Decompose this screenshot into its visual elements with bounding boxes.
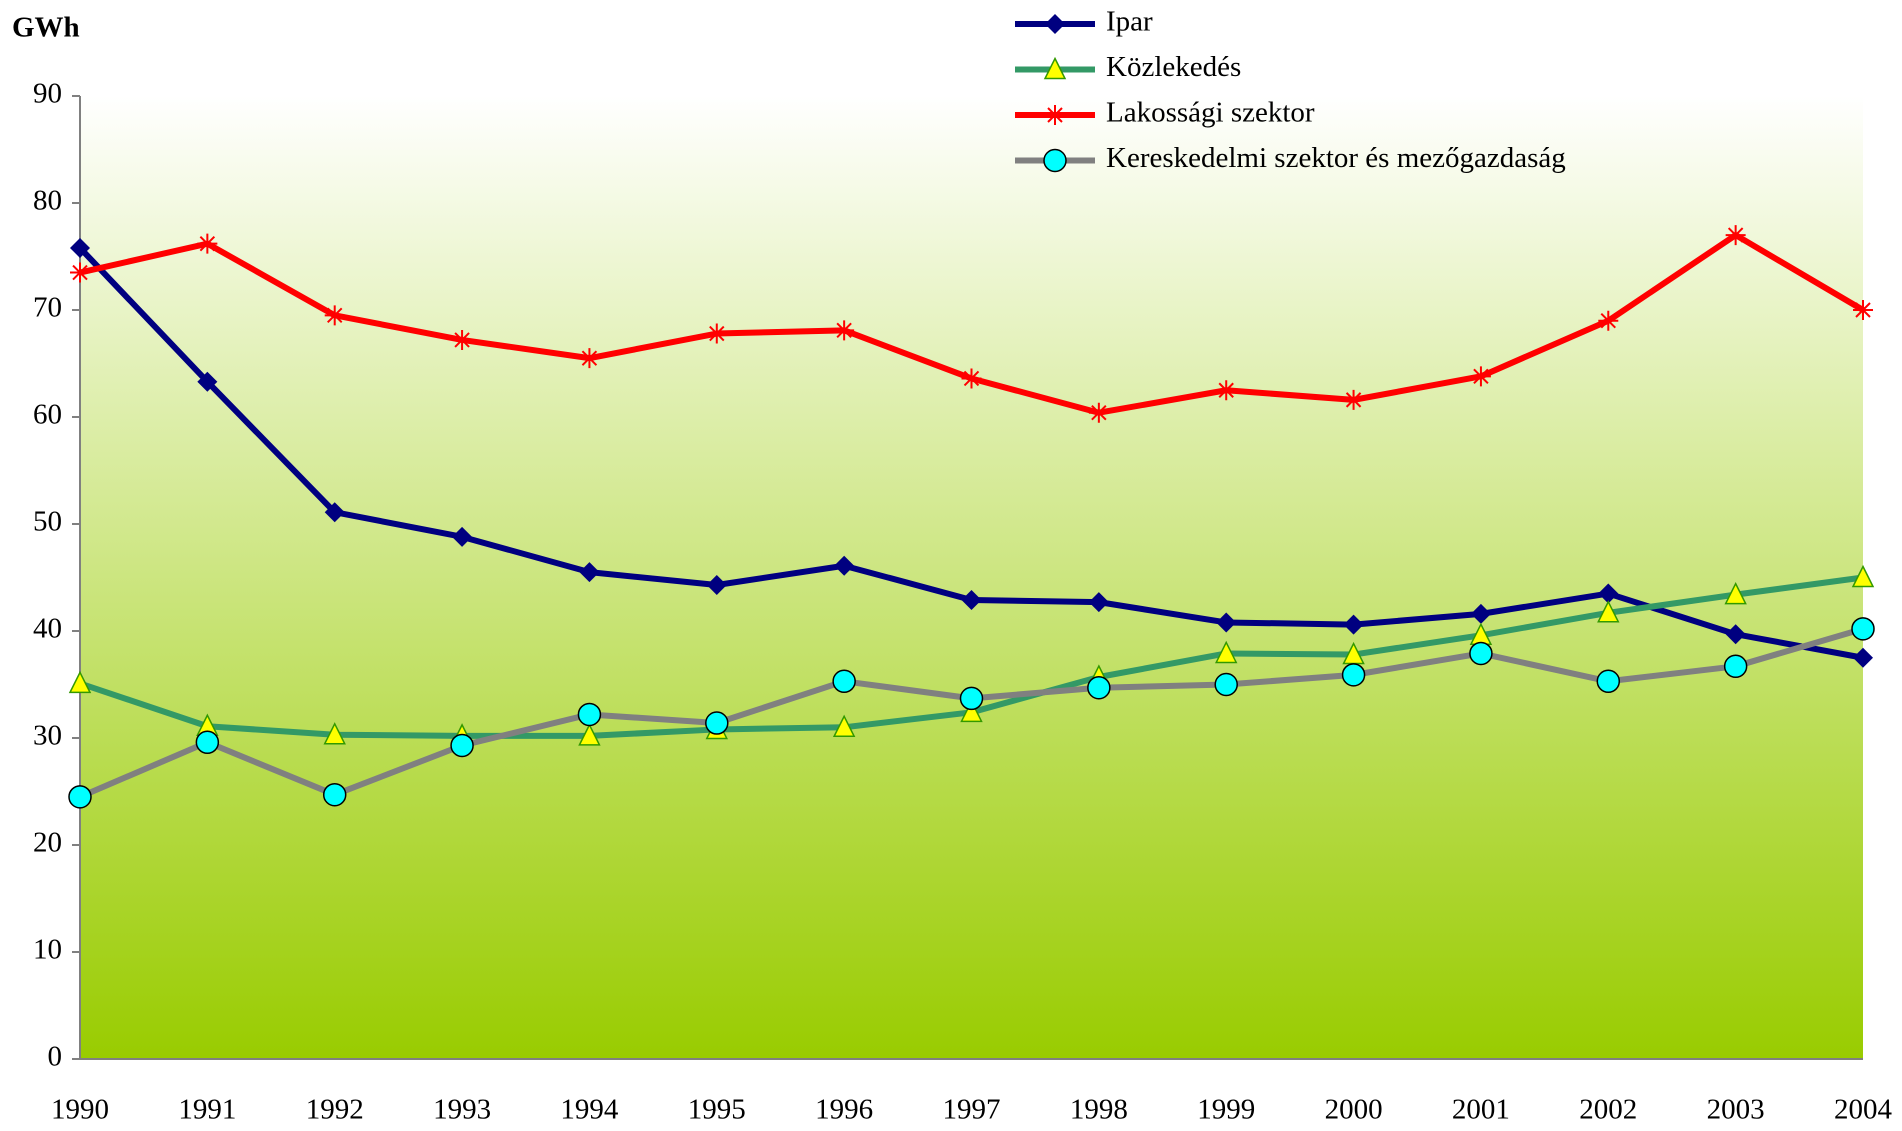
legend-item: Ipar: [1015, 6, 1153, 38]
plot-background: [80, 96, 1863, 1059]
y-tick-label: 90: [33, 78, 62, 110]
marker: [197, 234, 217, 254]
marker: [833, 670, 855, 692]
y-axis-label: GWh: [12, 12, 80, 44]
marker: [1045, 14, 1065, 34]
x-tick-label: 1991: [178, 1094, 236, 1126]
marker: [1088, 677, 1110, 699]
x-tick-label: 1994: [560, 1094, 619, 1126]
marker: [196, 731, 218, 753]
marker: [1853, 300, 1873, 320]
marker: [324, 784, 346, 806]
legend-item: Közlekedés: [1015, 51, 1241, 83]
y-tick-label: 70: [33, 292, 62, 324]
x-tick-label: 1990: [51, 1094, 109, 1126]
marker: [706, 712, 728, 734]
marker: [1726, 225, 1746, 245]
x-tick-label: 1992: [306, 1094, 364, 1126]
y-tick-label: 80: [33, 185, 62, 217]
marker: [1470, 642, 1492, 664]
y-tick-label: 30: [33, 720, 62, 752]
marker: [325, 305, 345, 325]
marker: [1215, 674, 1237, 696]
marker: [452, 330, 472, 350]
y-tick-label: 20: [33, 827, 62, 859]
marker: [1725, 655, 1747, 677]
marker: [578, 703, 600, 725]
x-tick-label: 2004: [1834, 1094, 1893, 1126]
x-tick-label: 2002: [1579, 1094, 1637, 1126]
marker: [1344, 390, 1364, 410]
marker: [579, 348, 599, 368]
x-tick-label: 2000: [1325, 1094, 1383, 1126]
marker: [834, 320, 854, 340]
marker: [1852, 618, 1874, 640]
y-tick-label: 0: [48, 1041, 63, 1073]
legend-label: Lakossági szektor: [1106, 97, 1315, 129]
chart: GWh 0 10 20 30 40 50 60 70 80 90 1990 1991 1992 1993 1…: [0, 0, 1902, 1131]
legend-label: Közlekedés: [1106, 51, 1241, 83]
marker: [1045, 105, 1065, 125]
x-tick-label: 1995: [688, 1094, 746, 1126]
marker: [1343, 664, 1365, 686]
x-tick-label: 1998: [1070, 1094, 1128, 1126]
marker: [69, 786, 91, 808]
y-tick-label: 40: [33, 613, 62, 645]
marker: [1597, 670, 1619, 692]
legend-label: Ipar: [1106, 6, 1153, 38]
marker: [1089, 403, 1109, 423]
x-tick-label: 1993: [433, 1094, 491, 1126]
y-tick-label: 60: [33, 399, 62, 431]
y-tick-label: 50: [33, 506, 62, 538]
marker: [961, 687, 983, 709]
marker: [1044, 150, 1066, 172]
marker: [1216, 380, 1236, 400]
x-tick-label: 1999: [1197, 1094, 1255, 1126]
marker: [707, 324, 727, 344]
marker: [70, 263, 90, 283]
marker: [1471, 366, 1491, 386]
x-tick-label: 2003: [1707, 1094, 1765, 1126]
marker: [1598, 311, 1618, 331]
marker: [962, 368, 982, 388]
x-tick-label: 2001: [1452, 1094, 1510, 1126]
marker: [451, 734, 473, 756]
x-tick-label: 1997: [943, 1094, 1001, 1126]
legend-label: Kereskedelmi szektor és mezőgazdaság: [1106, 142, 1566, 174]
y-tick-label: 10: [33, 934, 62, 966]
x-tick-label: 1996: [815, 1094, 873, 1126]
